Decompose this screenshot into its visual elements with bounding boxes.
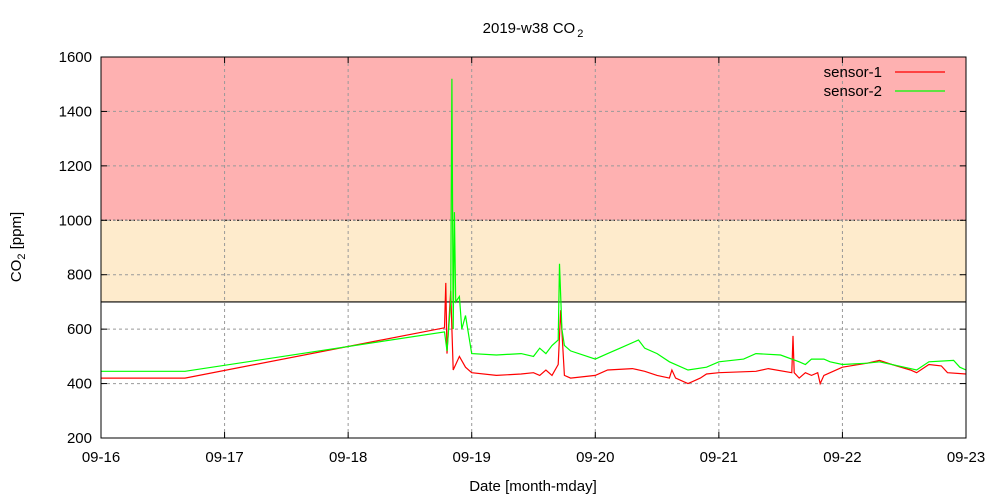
x-axis-label: Date [month-mday] xyxy=(469,478,597,495)
x-tick-label: 09-20 xyxy=(576,449,614,466)
y-tick-label: 1400 xyxy=(59,103,92,120)
sensor-2-line xyxy=(101,78,967,372)
sensor-1-line xyxy=(101,282,967,386)
legend-label-sensor-1: sensor-1 xyxy=(824,64,882,81)
y-tick-label: 200 xyxy=(67,430,92,447)
x-tick-label: 09-21 xyxy=(700,449,738,466)
chart-title: 2019-w38 CO 2 xyxy=(483,20,584,40)
legend: sensor-1 sensor-2 xyxy=(824,64,945,100)
x-tick-label: 09-17 xyxy=(205,449,243,466)
legend-label-sensor-2: sensor-2 xyxy=(824,83,882,100)
x-tick-label: 09-18 xyxy=(329,449,367,466)
y-tick-label: 1000 xyxy=(59,212,92,229)
y-axis-label: CO2 [ppm] xyxy=(8,212,28,282)
threshold-band xyxy=(101,220,966,302)
y-tick-label: 1600 xyxy=(59,49,92,66)
x-tick-label: 09-19 xyxy=(453,449,491,466)
x-tick-label: 09-23 xyxy=(947,449,985,466)
x-tick-label: 09-22 xyxy=(823,449,861,466)
threshold-band xyxy=(101,57,966,221)
y-tick-label: 800 xyxy=(67,267,92,284)
y-tick-label: 400 xyxy=(67,376,92,393)
plot-frame xyxy=(100,56,967,439)
y-tick-label: 600 xyxy=(67,321,92,338)
y-tick-label: 1200 xyxy=(59,158,92,175)
x-tick-label: 09-16 xyxy=(82,449,120,466)
